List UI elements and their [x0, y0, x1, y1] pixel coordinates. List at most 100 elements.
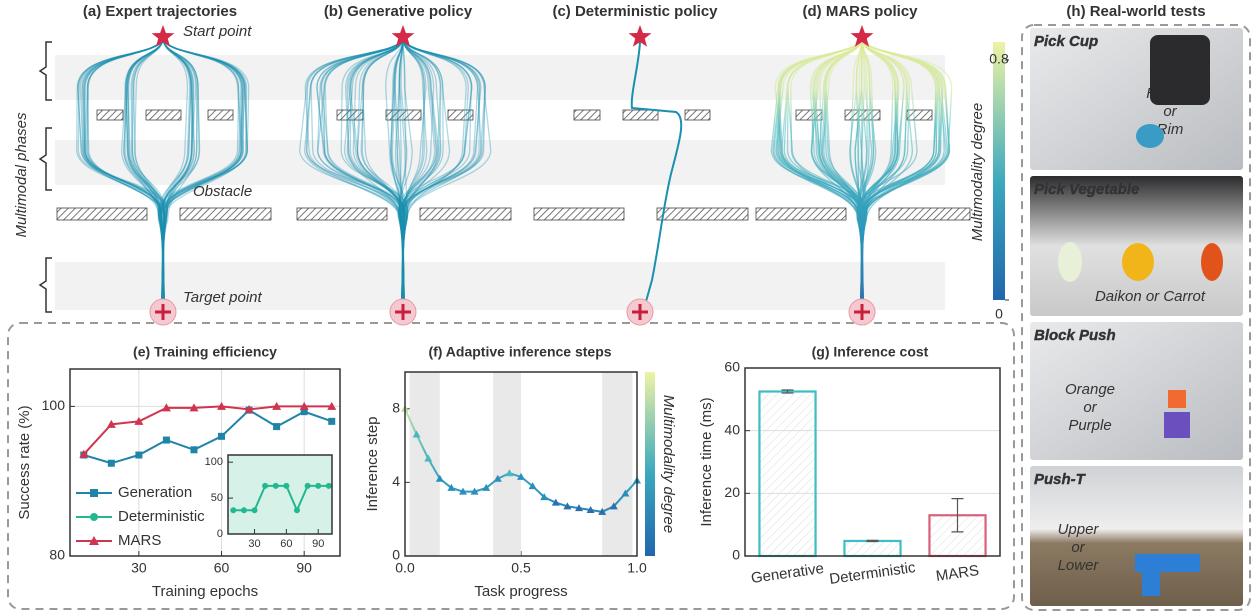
- x-tick-label: 30: [131, 560, 147, 576]
- trajectory: [161, 39, 194, 306]
- obstacle: [906, 109, 933, 121]
- realworld-frame: [1021, 24, 1251, 611]
- highlight-span: [409, 372, 440, 556]
- marker: [609, 502, 618, 510]
- trajectory: [343, 39, 404, 306]
- tee-block: [1135, 554, 1200, 596]
- trajectory: [83, 39, 165, 306]
- axes-frame: [69, 368, 341, 557]
- trajectory: [402, 39, 441, 306]
- test-caption: or: [1163, 103, 1177, 120]
- marker: [621, 489, 630, 497]
- trajectory: [122, 39, 164, 306]
- trajectory: [162, 39, 193, 306]
- trajectory: [79, 39, 165, 306]
- obstacle: [385, 109, 422, 121]
- marker: [217, 401, 227, 410]
- obstacle: [336, 109, 364, 121]
- colorbar-label: Multimodality degree: [660, 395, 677, 533]
- marker: [272, 401, 282, 410]
- obstacle: [755, 207, 847, 221]
- obstacle: [622, 109, 659, 121]
- trajectory: [361, 39, 407, 306]
- trajectory: [323, 39, 406, 306]
- trajectory: [397, 39, 438, 306]
- bar: [758, 390, 817, 558]
- trajectory: [304, 39, 404, 306]
- trajectory: [356, 39, 404, 306]
- chart-title: (f) Adaptive inference steps: [428, 344, 611, 360]
- marker: [598, 507, 607, 515]
- marker: [106, 419, 116, 428]
- trajectory: [160, 39, 201, 306]
- marker: [482, 483, 491, 491]
- trajectory: [305, 39, 405, 306]
- trajectory: [81, 39, 168, 306]
- chart-title: (g) Inference cost: [812, 344, 929, 360]
- colorbar: [993, 42, 1005, 300]
- trajectory: [161, 39, 195, 306]
- carrot: [1201, 243, 1223, 281]
- trajectory: [161, 39, 250, 306]
- trajectory: [157, 39, 192, 306]
- highlight-span: [602, 372, 633, 556]
- trajectory: [385, 39, 404, 306]
- marker: [230, 507, 237, 514]
- trajectory: [349, 39, 404, 306]
- start-marker: [628, 25, 652, 47]
- obstacle: [573, 109, 601, 121]
- robot-arm: [1150, 35, 1210, 105]
- phase-bracket: [38, 127, 52, 191]
- obstacle: [56, 207, 148, 221]
- colorbar-tick-label: 0: [995, 306, 1003, 322]
- marker: [190, 446, 198, 454]
- marker: [551, 498, 560, 506]
- trajectory: [399, 39, 436, 306]
- colorbar-tick-label: 0.8: [989, 51, 1009, 67]
- marker: [586, 506, 595, 513]
- x-axis-label: Training epochs: [152, 583, 258, 600]
- trajectory: [162, 39, 245, 306]
- marker: [134, 416, 144, 425]
- trajectory: [401, 39, 437, 306]
- trajectory: [348, 39, 408, 306]
- trajectory: [399, 39, 473, 306]
- obstacle: [447, 109, 474, 121]
- y-tick-label: 4: [392, 473, 400, 489]
- error-bar: [781, 389, 794, 394]
- marker: [240, 507, 247, 514]
- test-caption: or: [1071, 539, 1085, 556]
- trajectory: [396, 39, 405, 306]
- y-tick-label: 8: [392, 400, 400, 416]
- marker: [107, 459, 115, 467]
- panel-title: (c) Deterministic policy: [552, 3, 718, 20]
- marker: [315, 482, 322, 489]
- trajectory: [390, 39, 405, 306]
- trajectory: [398, 39, 405, 306]
- trajectory: [402, 39, 482, 306]
- test-caption: Daikon or Carrot: [1095, 288, 1206, 305]
- colorbar-label: Multimodality degree: [969, 103, 986, 241]
- y-tick-label: 80: [49, 547, 65, 563]
- x-tick-label: 90: [296, 560, 312, 576]
- trajectory: [400, 39, 469, 306]
- trajectory: [162, 39, 248, 306]
- obstacle: [795, 109, 823, 121]
- series-line: [83, 408, 333, 465]
- trajectory: [162, 39, 199, 306]
- obstacle: [96, 109, 124, 121]
- trajectory: [161, 39, 242, 306]
- marker: [135, 451, 143, 459]
- trajectory: [398, 39, 481, 306]
- legend-marker: [90, 489, 98, 497]
- y-axis-label: Success rate (%): [16, 405, 33, 519]
- trajectory: [400, 39, 487, 306]
- obstacle: [533, 207, 625, 221]
- trajectory: [86, 39, 165, 306]
- trajectory: [390, 39, 404, 306]
- lemon: [1122, 243, 1154, 281]
- marker: [300, 408, 308, 416]
- marker: [412, 430, 421, 438]
- y-tick-label: 20: [724, 484, 740, 500]
